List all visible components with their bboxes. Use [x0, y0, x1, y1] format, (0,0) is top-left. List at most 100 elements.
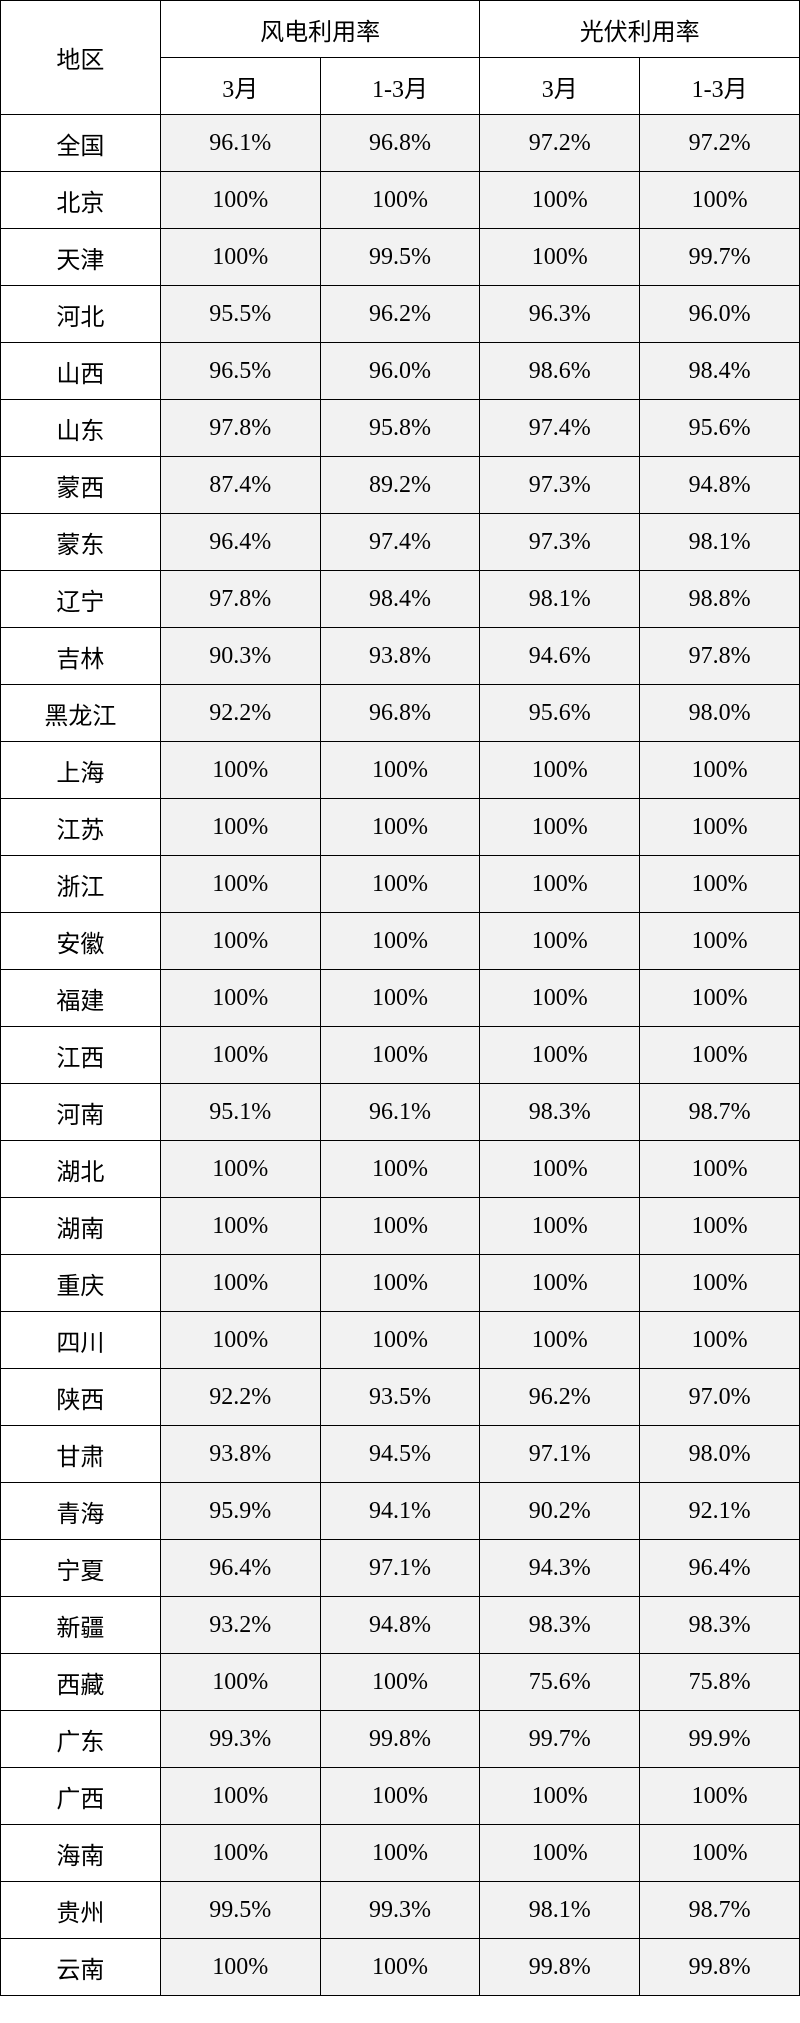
table-row: 西藏100%100%75.6%75.8% — [1, 1654, 800, 1711]
cell-wind-march: 96.4% — [160, 514, 320, 571]
table-row: 甘肃93.8%94.5%97.1%98.0% — [1, 1426, 800, 1483]
cell-region: 吉林 — [1, 628, 161, 685]
cell-region: 山西 — [1, 343, 161, 400]
cell-solar-march: 100% — [480, 970, 640, 1027]
cell-wind-q1: 94.1% — [320, 1483, 480, 1540]
table-row: 新疆93.2%94.8%98.3%98.3% — [1, 1597, 800, 1654]
cell-solar-q1: 98.1% — [640, 514, 800, 571]
cell-wind-march: 95.9% — [160, 1483, 320, 1540]
cell-wind-march: 99.3% — [160, 1711, 320, 1768]
cell-solar-march: 94.3% — [480, 1540, 640, 1597]
cell-solar-q1: 97.8% — [640, 628, 800, 685]
cell-wind-q1: 100% — [320, 799, 480, 856]
cell-wind-q1: 89.2% — [320, 457, 480, 514]
cell-solar-march: 96.2% — [480, 1369, 640, 1426]
cell-region: 云南 — [1, 1939, 161, 1996]
cell-region: 四川 — [1, 1312, 161, 1369]
cell-wind-q1: 100% — [320, 1198, 480, 1255]
cell-wind-march: 96.4% — [160, 1540, 320, 1597]
cell-solar-march: 97.3% — [480, 457, 640, 514]
cell-region: 广西 — [1, 1768, 161, 1825]
table-row: 广西100%100%100%100% — [1, 1768, 800, 1825]
table-row: 蒙东96.4%97.4%97.3%98.1% — [1, 514, 800, 571]
cell-solar-march: 97.4% — [480, 400, 640, 457]
cell-solar-q1: 98.0% — [640, 685, 800, 742]
utilization-table: 地区 风电利用率 光伏利用率 3月 1-3月 3月 1-3月 全国96.1%96… — [0, 0, 800, 1996]
table-row: 福建100%100%100%100% — [1, 970, 800, 1027]
cell-wind-march: 100% — [160, 970, 320, 1027]
cell-solar-march: 98.1% — [480, 1882, 640, 1939]
cell-wind-march: 100% — [160, 1312, 320, 1369]
cell-solar-q1: 98.0% — [640, 1426, 800, 1483]
cell-wind-march: 96.1% — [160, 115, 320, 172]
cell-wind-march: 100% — [160, 229, 320, 286]
cell-solar-q1: 100% — [640, 1825, 800, 1882]
cell-solar-q1: 99.7% — [640, 229, 800, 286]
cell-solar-q1: 98.7% — [640, 1882, 800, 1939]
table-row: 江西100%100%100%100% — [1, 1027, 800, 1084]
cell-solar-q1: 99.8% — [640, 1939, 800, 1996]
cell-wind-march: 100% — [160, 1198, 320, 1255]
cell-region: 湖南 — [1, 1198, 161, 1255]
cell-region: 新疆 — [1, 1597, 161, 1654]
cell-solar-march: 100% — [480, 1198, 640, 1255]
cell-solar-march: 100% — [480, 1027, 640, 1084]
cell-wind-q1: 100% — [320, 1141, 480, 1198]
cell-solar-q1: 92.1% — [640, 1483, 800, 1540]
cell-solar-march: 96.3% — [480, 286, 640, 343]
cell-solar-q1: 100% — [640, 856, 800, 913]
table-row: 青海95.9%94.1%90.2%92.1% — [1, 1483, 800, 1540]
table-row: 蒙西87.4%89.2%97.3%94.8% — [1, 457, 800, 514]
cell-solar-march: 90.2% — [480, 1483, 640, 1540]
cell-wind-q1: 100% — [320, 856, 480, 913]
table-row: 陕西92.2%93.5%96.2%97.0% — [1, 1369, 800, 1426]
cell-wind-q1: 98.4% — [320, 571, 480, 628]
cell-wind-march: 97.8% — [160, 400, 320, 457]
table-row: 上海100%100%100%100% — [1, 742, 800, 799]
cell-wind-q1: 100% — [320, 1825, 480, 1882]
cell-solar-march: 100% — [480, 913, 640, 970]
cell-solar-march: 98.6% — [480, 343, 640, 400]
cell-solar-march: 100% — [480, 1312, 640, 1369]
cell-solar-q1: 100% — [640, 1312, 800, 1369]
header-solar-march: 3月 — [480, 58, 640, 115]
table-row: 辽宁97.8%98.4%98.1%98.8% — [1, 571, 800, 628]
cell-wind-march: 100% — [160, 1027, 320, 1084]
cell-wind-q1: 100% — [320, 172, 480, 229]
cell-wind-q1: 96.0% — [320, 343, 480, 400]
cell-region: 辽宁 — [1, 571, 161, 628]
table-row: 贵州99.5%99.3%98.1%98.7% — [1, 1882, 800, 1939]
table-row: 江苏100%100%100%100% — [1, 799, 800, 856]
table-row: 四川100%100%100%100% — [1, 1312, 800, 1369]
cell-solar-q1: 75.8% — [640, 1654, 800, 1711]
cell-wind-march: 92.2% — [160, 1369, 320, 1426]
cell-wind-q1: 100% — [320, 742, 480, 799]
cell-wind-q1: 99.5% — [320, 229, 480, 286]
cell-wind-march: 100% — [160, 799, 320, 856]
cell-wind-q1: 100% — [320, 1027, 480, 1084]
cell-wind-march: 96.5% — [160, 343, 320, 400]
cell-solar-march: 100% — [480, 1768, 640, 1825]
cell-region: 安徽 — [1, 913, 161, 970]
cell-solar-march: 98.1% — [480, 571, 640, 628]
cell-solar-march: 95.6% — [480, 685, 640, 742]
cell-region: 青海 — [1, 1483, 161, 1540]
cell-solar-q1: 98.4% — [640, 343, 800, 400]
cell-solar-march: 98.3% — [480, 1597, 640, 1654]
cell-wind-q1: 100% — [320, 970, 480, 1027]
cell-solar-march: 100% — [480, 229, 640, 286]
cell-wind-q1: 100% — [320, 913, 480, 970]
cell-wind-q1: 100% — [320, 1255, 480, 1312]
header-wind: 风电利用率 — [160, 1, 480, 58]
cell-region: 陕西 — [1, 1369, 161, 1426]
cell-wind-march: 95.1% — [160, 1084, 320, 1141]
cell-solar-q1: 100% — [640, 913, 800, 970]
cell-wind-march: 100% — [160, 856, 320, 913]
cell-wind-march: 92.2% — [160, 685, 320, 742]
cell-region: 海南 — [1, 1825, 161, 1882]
header-wind-q1: 1-3月 — [320, 58, 480, 115]
cell-solar-q1: 97.2% — [640, 115, 800, 172]
cell-wind-march: 100% — [160, 742, 320, 799]
cell-wind-q1: 96.2% — [320, 286, 480, 343]
table-row: 重庆100%100%100%100% — [1, 1255, 800, 1312]
